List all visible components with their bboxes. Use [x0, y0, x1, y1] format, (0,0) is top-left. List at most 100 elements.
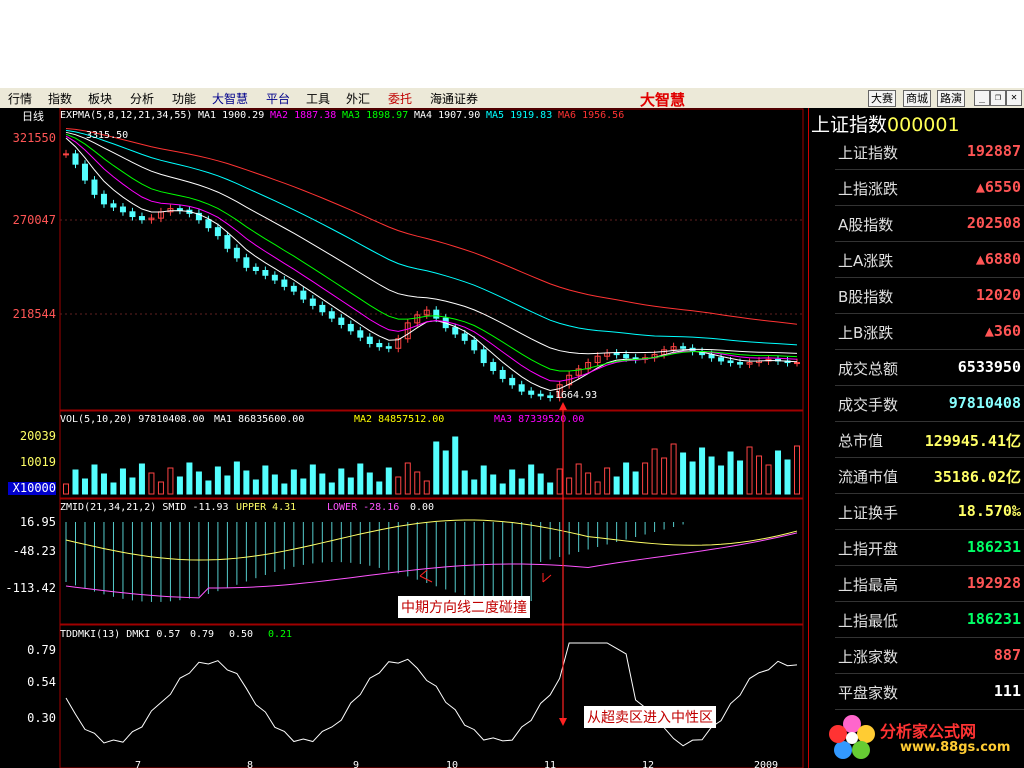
quote-row: B股指数 12020: [835, 278, 1024, 314]
ma-legend-text: EXPMA(5,8,12,21,34,55): [60, 110, 192, 121]
volume-bar: [119, 468, 126, 495]
volume-bar: [547, 482, 554, 495]
candle-body: [708, 354, 715, 359]
volume-bar: [433, 441, 440, 495]
volume-bar: [347, 477, 354, 495]
candle-body: [119, 206, 126, 213]
quote-label: 上B涨跌: [838, 324, 894, 342]
candle-body: [404, 322, 411, 340]
candle-body: [613, 352, 620, 356]
volume-bar: [395, 476, 402, 495]
quote-label: 流通市值: [838, 468, 899, 486]
quote-label: 上指最低: [838, 612, 899, 630]
candle-body: [423, 309, 430, 316]
menu-item-10[interactable]: 海通证券: [430, 92, 479, 106]
index-name: 上证指数: [811, 114, 888, 136]
toolbar-button-0[interactable]: 大赛: [868, 90, 896, 107]
menu-item-6[interactable]: 平台: [266, 92, 291, 106]
x-tick-label: 7: [135, 760, 141, 768]
volume-unit-box: [8, 482, 56, 495]
toolbar-button-1[interactable]: 商城: [903, 90, 931, 107]
close-icon[interactable]: ✕: [1006, 90, 1022, 106]
minimize-icon[interactable]: _: [974, 90, 990, 106]
volume-bar: [651, 448, 658, 495]
quote-value: ▲6880: [975, 250, 1021, 268]
candle-body: [376, 343, 383, 348]
quote-label: 上涨家数: [838, 648, 899, 666]
zmid-extra: 0.00: [410, 502, 434, 513]
candle-body: [452, 327, 459, 335]
candle-body: [509, 377, 516, 386]
menu-item-3[interactable]: 分析: [130, 92, 155, 106]
candle-body: [680, 346, 687, 349]
candle-body: [737, 362, 744, 365]
quote-row: 成交手数 97810408: [835, 386, 1024, 422]
quote-value: 97810408: [948, 394, 1021, 412]
volume-tick-label: 20039: [20, 429, 56, 443]
candle-body: [480, 349, 487, 364]
volume-bar: [575, 463, 582, 495]
menu-item-5[interactable]: 大智慧: [212, 92, 249, 106]
menu-item-4[interactable]: 功能: [172, 92, 197, 106]
volume-bar: [480, 465, 487, 495]
zmid-tick-label: -113.42: [5, 581, 56, 595]
quote-label: A股指数: [838, 216, 894, 234]
candle-body: [195, 212, 202, 221]
volume-bar: [376, 481, 383, 495]
volume-bar: [632, 471, 639, 495]
candle-body: [233, 247, 240, 259]
candle-body: [518, 384, 525, 392]
panel-title: 上证指数000001: [811, 110, 960, 137]
volume-bar: [775, 450, 782, 495]
volume-bar: [281, 483, 288, 495]
restore-icon[interactable]: ❐: [990, 90, 1006, 106]
y-tick-label: 218544: [13, 307, 56, 321]
low-value-label: 1664.93: [555, 390, 597, 401]
zmid-upper: UPPER 4.31: [236, 502, 296, 513]
menu-item-1[interactable]: 指数: [48, 92, 73, 106]
menu-item-9[interactable]: 委托: [388, 92, 413, 106]
expma-line: [65, 133, 798, 372]
volume-bar: [670, 443, 677, 495]
candle-body: [537, 393, 544, 397]
ma-legend-text: MA6 1956.56: [558, 110, 624, 121]
candle-body: [670, 346, 677, 351]
candle-body: [347, 323, 354, 332]
quote-label: 总市值: [838, 432, 884, 450]
quote-label: B股指数: [838, 288, 894, 306]
volume-bar: [63, 483, 69, 495]
candle-body: [385, 346, 392, 349]
volume-bar: [689, 461, 696, 495]
stock-chart[interactable]: 日线 EXPMA(5,8,12,21,34,55) MA1 1900.29 MA2 1…: [0, 108, 808, 768]
quote-row: 平盘家数 111: [835, 674, 1024, 710]
zmid-tick-label: 16.95: [20, 515, 56, 529]
candle-body: [556, 384, 563, 398]
y-tick-label: 270047: [13, 213, 56, 227]
volume-bar: [205, 480, 212, 495]
candle-body: [110, 203, 117, 208]
candle-body: [243, 257, 250, 268]
quote-row: 上A涨跌 ▲6880: [835, 242, 1024, 278]
volume-bar: [708, 456, 715, 495]
volume-bar: [366, 472, 373, 495]
candle-body: [72, 153, 79, 165]
menu-item-2[interactable]: 板块: [88, 92, 113, 106]
menu-item-8[interactable]: 外汇: [346, 92, 371, 106]
candle-body: [727, 360, 734, 364]
volume-bar: [290, 469, 297, 495]
tddmki-tick-label: 0.30: [27, 711, 56, 725]
toolbar-button-2[interactable]: 路演: [937, 90, 965, 107]
volume-bar: [328, 482, 335, 495]
candle-body: [214, 227, 221, 237]
menu-item-7[interactable]: 工具: [306, 92, 331, 106]
quote-row: 上指最低 186231: [835, 602, 1024, 638]
menu-item-0[interactable]: 行情: [8, 92, 33, 106]
volume-bar: [195, 471, 202, 495]
volume-bar: [623, 462, 630, 495]
watermark-flower-icon: [829, 715, 875, 759]
volume-bar: [81, 478, 88, 495]
quote-value: 887: [993, 646, 1021, 664]
volume-bar: [72, 469, 79, 495]
volume-bar: [756, 455, 763, 495]
volume-bar: [319, 473, 326, 495]
